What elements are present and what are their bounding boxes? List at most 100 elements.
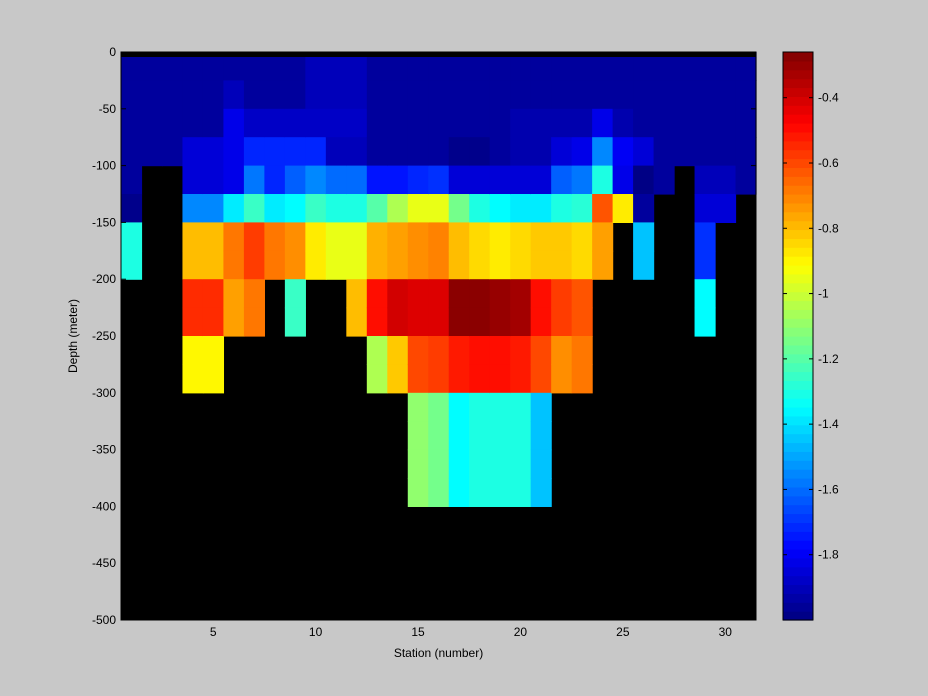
x-tick-label: 20 bbox=[514, 625, 528, 639]
heatmap-cell bbox=[182, 80, 204, 110]
heatmap-cell bbox=[530, 449, 552, 479]
heatmap-cell bbox=[428, 52, 450, 81]
heatmap-cell bbox=[243, 52, 265, 81]
heatmap-cell bbox=[161, 80, 184, 110]
y-tick-label: -50 bbox=[99, 102, 117, 116]
heatmap-cell bbox=[571, 222, 593, 252]
heatmap-cell bbox=[407, 478, 429, 507]
heatmap-cell bbox=[223, 194, 245, 223]
colorbar-swatch bbox=[783, 60, 813, 71]
colorbar-swatch bbox=[783, 433, 813, 444]
heatmap-cell bbox=[510, 165, 532, 195]
heatmap-cell bbox=[346, 80, 368, 110]
heatmap-cell bbox=[223, 52, 245, 81]
colorbar-swatch bbox=[783, 602, 813, 612]
heatmap-cell bbox=[264, 52, 286, 81]
heatmap-cell bbox=[694, 137, 716, 167]
heatmap-cell bbox=[489, 307, 511, 337]
x-tick-label: 5 bbox=[210, 625, 217, 639]
heatmap-cell bbox=[715, 194, 737, 223]
heatmap-cell bbox=[428, 421, 450, 451]
colorbar-frame bbox=[782, 51, 814, 621]
heatmap-cell bbox=[571, 165, 593, 195]
colorbar-swatch bbox=[783, 256, 813, 266]
heatmap-cell bbox=[202, 336, 225, 365]
colorbar-swatch bbox=[783, 300, 813, 310]
colorbar-swatch bbox=[783, 398, 813, 408]
heatmap-cell bbox=[469, 392, 491, 422]
heatmap-cell bbox=[407, 137, 429, 167]
heatmap-cell bbox=[182, 194, 204, 223]
heatmap-cell bbox=[202, 52, 225, 81]
heatmap-cell bbox=[387, 222, 409, 252]
heatmap-cell bbox=[387, 194, 409, 223]
heatmap-cell bbox=[407, 279, 429, 309]
heatmap-cell bbox=[694, 279, 716, 309]
y-tick-label: -350 bbox=[92, 443, 116, 457]
colorbar-swatch bbox=[783, 451, 813, 461]
x-axis-label: Station (number) bbox=[394, 646, 483, 660]
x-axis: 5 10 15 20 25 30 bbox=[210, 52, 732, 639]
heatmap-cell bbox=[448, 52, 470, 81]
heatmap-cell bbox=[653, 80, 675, 110]
heatmap-cell bbox=[223, 279, 245, 309]
heatmap-cell bbox=[264, 165, 286, 195]
colorbar-swatch bbox=[783, 593, 813, 603]
heatmap-cell bbox=[571, 52, 593, 81]
colorbar-swatch bbox=[783, 478, 813, 488]
heatmap-cell bbox=[366, 222, 388, 252]
heatmap-cell bbox=[346, 165, 368, 195]
heatmap-cell bbox=[428, 80, 450, 110]
heatmap-cell bbox=[346, 137, 368, 167]
heatmap-cell bbox=[366, 137, 388, 167]
colorbar-swatch bbox=[783, 353, 813, 364]
heatmap-cell bbox=[469, 279, 491, 309]
heatmap-cell bbox=[674, 52, 696, 81]
heatmap-cell bbox=[448, 194, 470, 223]
colorbar-swatch bbox=[783, 522, 813, 532]
heatmap-cell bbox=[202, 194, 225, 223]
heatmap-cell bbox=[366, 165, 388, 195]
heatmap-cell bbox=[305, 137, 327, 167]
heatmap-cell bbox=[510, 392, 532, 422]
heatmap-cell bbox=[202, 307, 225, 337]
heatmap-cell bbox=[407, 307, 429, 337]
heatmap-cell bbox=[366, 336, 388, 365]
heatmap-cell bbox=[243, 108, 265, 138]
colorbar-tick-label: -0.4 bbox=[818, 91, 839, 105]
heatmap-cell bbox=[530, 392, 552, 422]
heatmap-cell bbox=[694, 108, 716, 138]
heatmap-cell bbox=[346, 194, 368, 223]
colorbar-swatch bbox=[783, 273, 813, 284]
heatmap-cell bbox=[428, 137, 450, 167]
colorbar-swatch bbox=[783, 442, 813, 452]
heatmap-cell bbox=[571, 364, 593, 394]
heatmap-cell bbox=[346, 222, 368, 252]
colorbar-swatch bbox=[783, 371, 813, 381]
heatmap-cell bbox=[407, 194, 429, 223]
y-tick-label: -450 bbox=[92, 556, 116, 570]
heatmap-cell bbox=[182, 279, 204, 309]
heatmap-cell bbox=[121, 194, 143, 223]
heatmap-cell bbox=[530, 364, 552, 394]
heatmap-cell bbox=[489, 80, 511, 110]
heatmap-cell bbox=[530, 478, 552, 507]
colorbar-swatch bbox=[783, 469, 813, 479]
heatmap-cell bbox=[551, 279, 573, 309]
heatmap-cell bbox=[551, 165, 573, 195]
colorbar-swatch bbox=[783, 140, 813, 151]
heatmap-cell bbox=[202, 80, 225, 110]
heatmap-cell bbox=[428, 392, 450, 422]
heatmap-cell bbox=[284, 194, 306, 223]
heatmap-cell bbox=[571, 80, 593, 110]
heatmap-cell bbox=[633, 250, 655, 280]
heatmap-cell bbox=[592, 52, 614, 81]
colorbar-tick-label: -0.8 bbox=[818, 221, 839, 235]
heatmap-cell bbox=[407, 392, 429, 422]
heatmap-cell bbox=[428, 449, 450, 479]
heatmap-cell bbox=[571, 250, 593, 280]
heatmap-cell bbox=[653, 165, 675, 195]
colorbar-swatch bbox=[783, 96, 813, 106]
heatmap-cell bbox=[387, 165, 409, 195]
heatmap-cell bbox=[428, 478, 450, 507]
